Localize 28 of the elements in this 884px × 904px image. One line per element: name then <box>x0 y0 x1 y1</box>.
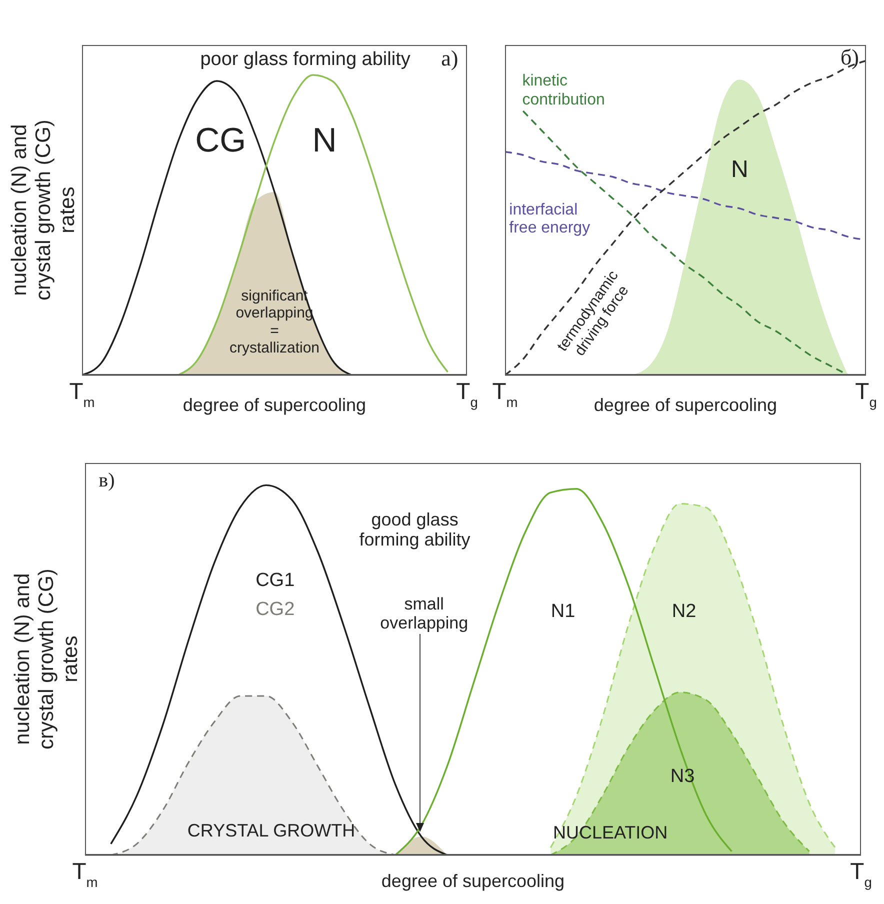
series-label: N <box>730 156 748 184</box>
text: a) <box>441 46 458 71</box>
annotation: small overlapping <box>379 594 470 634</box>
x-tick-label: T$_{m}$ <box>72 858 98 890</box>
y-axis-title: nucleation (N) and crystal growth (CG) rates <box>8 118 80 302</box>
series-label: CG <box>195 121 246 160</box>
x-tick-label: T$_{m}$ <box>492 378 518 410</box>
series-label: interfacial free energy <box>509 202 592 238</box>
y-axis-title: nucleation (N) and crystal growth (CG) rates <box>10 568 84 752</box>
x-axis-title: degree of supercooling <box>182 395 366 415</box>
x-axis-title: degree of supercooling <box>381 871 565 891</box>
annotation: CRYSTAL GROWTH <box>187 821 356 842</box>
x-tick-label: T$_{g}$ <box>456 378 478 410</box>
series-label: kinetic contribution <box>522 72 606 110</box>
annotation: в) <box>98 469 115 492</box>
x-tick-label: T$_{m}$ <box>69 378 95 410</box>
text: good glass forming ability <box>358 508 472 550</box>
x-tick-label: T$_{g}$ <box>850 858 872 890</box>
series-label: N3 <box>670 766 695 788</box>
x-axis-title: degree of supercooling <box>594 395 778 415</box>
chart-title: poor glass forming ability <box>200 48 410 70</box>
series-label: CG1 <box>256 570 295 592</box>
series-label: N <box>312 121 337 160</box>
text: CG2 <box>256 599 295 621</box>
series-label: N2 <box>672 601 696 623</box>
text: N1 <box>550 601 576 623</box>
annotation: б) <box>840 44 860 70</box>
x-tick-label: T$_{g}$ <box>855 378 877 410</box>
